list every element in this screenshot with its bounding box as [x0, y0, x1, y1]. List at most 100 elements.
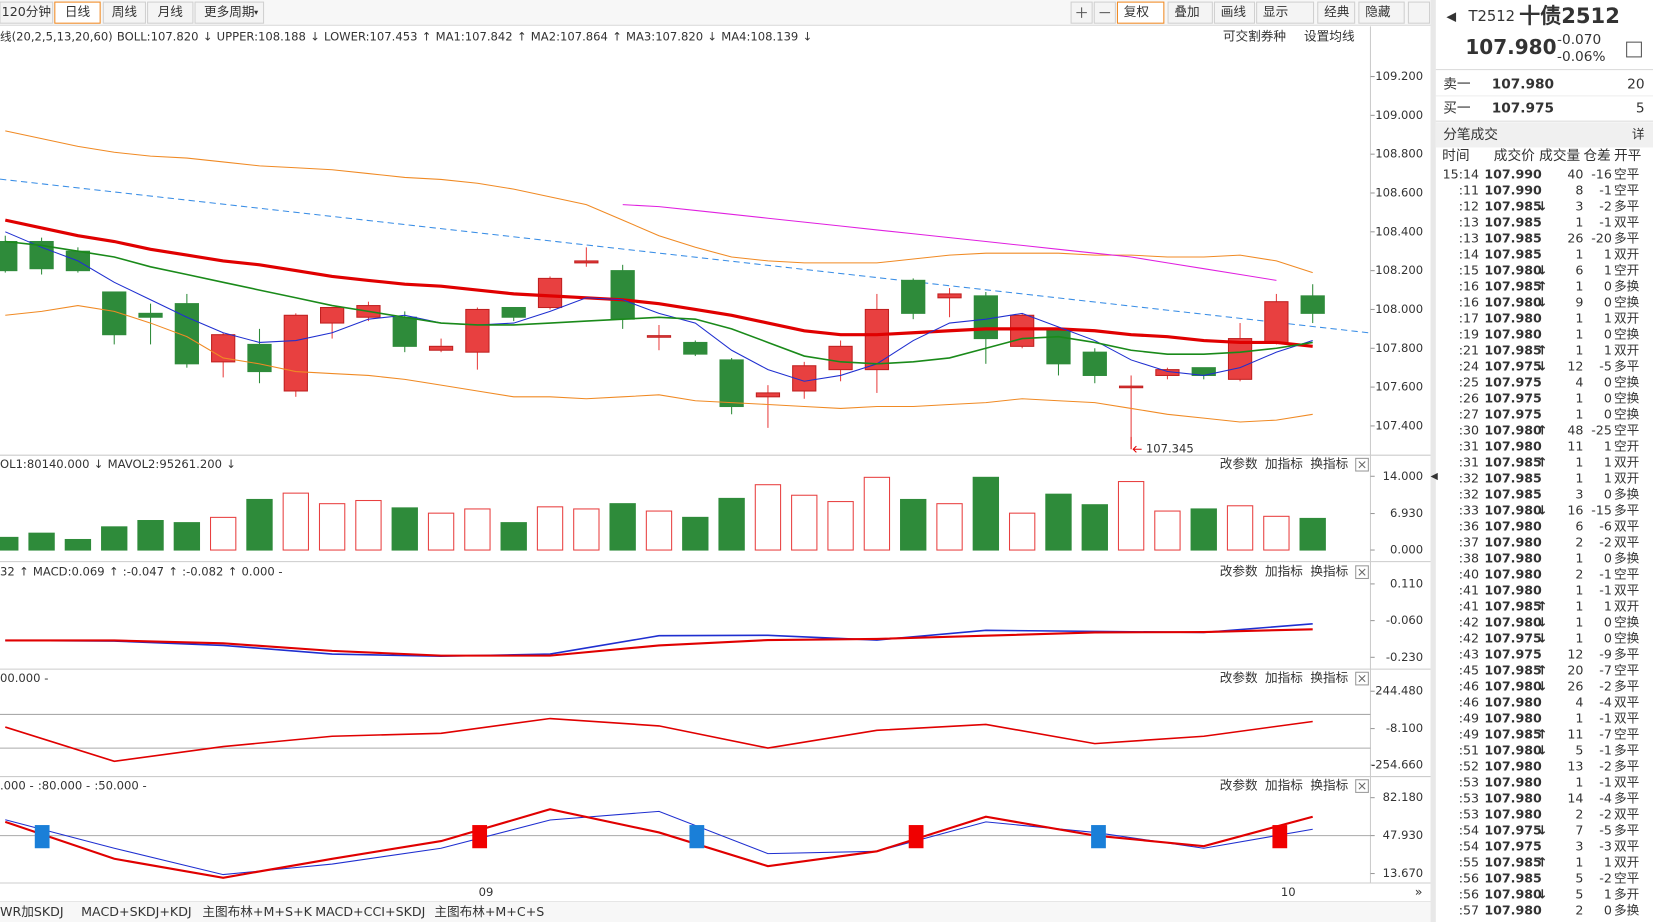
- trade-type: 双平: [1614, 839, 1639, 854]
- panel-button[interactable]: 加指标: [1265, 778, 1303, 793]
- trade-time: :38: [1459, 551, 1479, 566]
- trade-oi-change: -1: [1599, 743, 1612, 758]
- tool-button[interactable]: [1167, 1, 1213, 24]
- volume-bar: [355, 499, 382, 551]
- trade-time: :19: [1459, 326, 1479, 341]
- trade-volume: 20: [1567, 663, 1583, 678]
- window-icon[interactable]: [1626, 41, 1642, 58]
- trade-type: 多换: [1614, 487, 1640, 502]
- trade-time: :42: [1459, 631, 1479, 646]
- tool-label[interactable]: 复权: [1124, 4, 1150, 19]
- period-label[interactable]: 更多周期: [204, 4, 255, 19]
- volume-bar: [863, 476, 891, 551]
- y-tick-label: 107.400: [1375, 418, 1423, 432]
- tool-label[interactable]: 隐藏: [1365, 4, 1391, 19]
- tool-label[interactable]: 经典: [1324, 4, 1350, 19]
- volume-bar: [827, 501, 854, 551]
- splitter-arrow[interactable]: ◀: [1431, 471, 1439, 482]
- trade-volume: 1: [1575, 471, 1583, 486]
- legend-item: 00.000 -: [0, 671, 48, 685]
- link[interactable]: 可交割券种: [1223, 28, 1286, 43]
- fullscreen[interactable]: [1407, 1, 1431, 24]
- trade-oi-change: -4: [1599, 791, 1612, 806]
- tab[interactable]: MACD+CCI+SKDJ: [315, 904, 425, 919]
- y-tick-label: 108.800: [1375, 147, 1423, 161]
- tool-button[interactable]: [1256, 1, 1315, 24]
- trade-type: 双平: [1614, 775, 1639, 790]
- panel-button[interactable]: 换指标: [1310, 564, 1348, 579]
- volume-bar: [464, 508, 491, 551]
- panel-button[interactable]: 改参数: [1220, 670, 1258, 685]
- panel-button[interactable]: 加指标: [1265, 564, 1303, 579]
- trade-type: 多平: [1614, 791, 1639, 806]
- period-label[interactable]: 月线: [158, 4, 184, 19]
- trade-time: :41: [1459, 583, 1479, 598]
- period-button[interactable]: [147, 1, 194, 24]
- tab[interactable]: MACD+SKDJ+KDJ: [81, 904, 191, 919]
- trades-detail[interactable]: 详: [1632, 126, 1645, 141]
- tool-label[interactable]: 叠加: [1174, 4, 1199, 19]
- prev-contract[interactable]: ◀: [1446, 8, 1456, 23]
- splitter[interactable]: [1430, 0, 1436, 922]
- period-button[interactable]: [54, 1, 101, 24]
- tool-button[interactable]: [1213, 1, 1256, 24]
- trade-price: 107.985: [1484, 230, 1542, 245]
- panel-button[interactable]: 加指标: [1265, 456, 1303, 471]
- trade-arrow: ↓: [1537, 358, 1548, 373]
- panel-button[interactable]: 换指标: [1310, 778, 1348, 793]
- trade-time: :57: [1459, 903, 1479, 918]
- period-label[interactable]: 日线: [65, 4, 91, 19]
- panel-button[interactable]: 换指标: [1310, 670, 1348, 685]
- trade-type: 双平: [1614, 695, 1639, 710]
- change-pct: -0.06%: [1557, 49, 1605, 65]
- period-button[interactable]: [102, 1, 147, 24]
- panel-button[interactable]: 改参数: [1220, 778, 1258, 793]
- panel-button[interactable]: 改参数: [1220, 456, 1258, 471]
- trade-type: 空换: [1614, 294, 1640, 309]
- trade-arrow: ↓: [1537, 887, 1548, 902]
- trade-time: :53: [1459, 807, 1479, 822]
- candle-body: [683, 341, 708, 355]
- tab[interactable]: 主图布林+M+C+S: [434, 904, 544, 919]
- candle-body: [138, 312, 163, 318]
- period-button[interactable]: [194, 1, 265, 24]
- volume-bar: [682, 516, 709, 551]
- period-button[interactable]: [0, 1, 54, 24]
- trade-volume: 9: [1575, 294, 1583, 309]
- y-tick-label: -0.060: [1386, 613, 1423, 627]
- trend-line[interactable]: [0, 178, 1371, 334]
- trade-volume: 1: [1575, 455, 1583, 470]
- tool-button[interactable]: [1116, 1, 1165, 24]
- trade-type: 空平: [1614, 727, 1639, 742]
- trade-volume: 7: [1575, 823, 1583, 838]
- link[interactable]: 设置均线: [1304, 28, 1355, 43]
- trade-price: 107.980: [1484, 294, 1542, 309]
- tool-button[interactable]: [1358, 1, 1405, 24]
- trade-price: 107.985: [1484, 278, 1542, 293]
- tab[interactable]: 主图布林+M+S+K: [202, 904, 312, 919]
- panel-button[interactable]: 改参数: [1220, 564, 1258, 579]
- tool-button[interactable]: [1317, 1, 1356, 24]
- candle-body: [610, 270, 635, 320]
- tool-label[interactable]: 画线: [1221, 4, 1247, 19]
- column-header: 成交价: [1494, 147, 1535, 164]
- period-label[interactable]: 120分钟: [2, 4, 51, 19]
- trade-oi-change: -5: [1599, 823, 1612, 838]
- scroll-right[interactable]: »: [1415, 884, 1423, 899]
- trade-price: 107.985: [1484, 214, 1542, 229]
- trade-price: 107.985: [1484, 471, 1542, 486]
- y-tick-label: -8.100: [1386, 721, 1423, 735]
- tab[interactable]: WR加SKDJ: [0, 904, 64, 919]
- panel-button[interactable]: 加指标: [1265, 670, 1303, 685]
- period-label[interactable]: 周线: [112, 4, 138, 19]
- trade-type: 空开: [1614, 262, 1639, 277]
- legend-item: :-0.082: [182, 565, 223, 579]
- tool-label[interactable]: 显示: [1263, 4, 1288, 19]
- trade-type: 空平: [1614, 871, 1639, 886]
- volume-bar: [936, 503, 963, 551]
- trade-type: 多平: [1614, 679, 1639, 694]
- trade-arrow: ↓: [1537, 823, 1548, 838]
- panel-button[interactable]: 换指标: [1310, 456, 1348, 471]
- indicator-line: [5, 130, 1313, 274]
